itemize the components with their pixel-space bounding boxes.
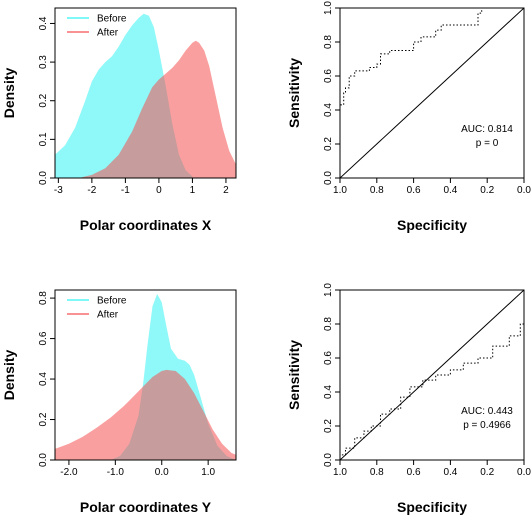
x-tick-label: -2.0 [60,467,78,478]
x-tick-label: 1.0 [333,467,347,478]
plot-area [340,8,524,178]
y-axis-label: Sensitivity [286,58,302,128]
chart-panel-2: 1.0 0.8 0.6 0.4 0.2 0.0 0.0 0.2 0.4 0.6 0.8 1.0 Spec… [286,1,531,233]
x-tick-label: 0.0 [517,467,531,478]
x-tick-label: 0.6 [407,467,421,478]
y-tick-label: 0.6 [323,69,334,83]
auc-annotation: AUC: 0.443 p = 0.4966 [461,406,513,431]
y-tick-label: 0.6 [323,351,334,365]
x-axis-label: Polar coordinates Y [80,499,212,515]
y-tick-label: 0.4 [38,16,49,30]
x-tick-label: 0.0 [155,467,169,478]
legend-label-after: After [97,310,119,321]
y-tick-label: 0.1 [38,132,49,146]
plot-area [340,290,524,460]
chart-panel-3: -2.0 -1.0 0.0 1.0 0.0 0.2 0.4 0.6 0.8 Polar coord… [1,289,237,515]
y-tick-label: 0.2 [38,93,49,107]
y-tick-label: 0.0 [323,171,334,185]
y-axis-label: Density [1,68,17,119]
legend-label-before: Before [97,296,127,307]
x-tick-label: -2 [87,185,96,196]
x-axis-label: Specificity [397,499,467,515]
y-tick-label: 0.0 [38,453,49,467]
x-tick-label: 0.6 [407,185,421,196]
y-axis-label: Density [1,350,17,401]
y-tick-label: 0.2 [323,419,334,433]
y-tick-label: 0.0 [323,453,334,467]
reference-diagonal [340,290,524,460]
x-tick-label: 0.8 [370,185,384,196]
plot-frame [54,7,237,179]
y-tick-label: 0.4 [323,103,334,117]
x-tick-label: 0.2 [480,185,494,196]
x-tick-label: -3 [54,185,63,196]
legend-label-after: After [97,28,119,39]
y-tick-label: 0.0 [38,171,49,185]
x-tick-label: 2 [223,185,229,196]
chart-panel-1: -3 -2 -1 0 1 2 0.0 0.1 0.2 0.3 0.4 Polar coordinate… [1,7,237,233]
x-tick-label: 0.0 [517,185,531,196]
x-tick-label: 0.8 [370,467,384,478]
y-tick-label: 0.2 [38,412,49,426]
x-tick-label: 0.4 [443,185,457,196]
y-tick-label: 1.0 [323,1,334,15]
y-tick-label: 0.6 [38,331,49,345]
reference-diagonal [340,8,524,178]
density-area-after [55,369,236,460]
plot-area [55,294,236,460]
x-tick-label: 1 [190,185,196,196]
chart-panel-4: 1.0 0.8 0.6 0.4 0.2 0.0 0.0 0.2 0.4 0.6 0.8 1.0 Spec… [286,283,531,515]
p-value: p = 0.4966 [463,420,511,431]
legend-label-before: Before [97,14,127,25]
y-tick-label: 0.8 [323,35,334,49]
auc-value: AUC: 0.814 [461,124,513,135]
y-tick-label: 0.8 [38,291,49,305]
auc-value: AUC: 0.443 [461,406,513,417]
x-tick-label: 0.4 [443,467,457,478]
plot-area [55,13,236,178]
p-value: p = 0 [476,138,499,149]
plot-frame [339,7,525,179]
y-tick-label: 0.2 [323,137,334,151]
roc-curve [340,8,524,178]
legend: Before After [67,296,127,321]
plot-frame [339,289,525,461]
y-tick-label: 0.3 [38,55,49,69]
x-tick-label: 0.2 [480,467,494,478]
x-tick-label: 0 [156,185,162,196]
plot-frame [54,289,237,461]
x-axis-label: Specificity [397,217,467,233]
y-tick-label: 1.0 [323,283,334,297]
density-area-after [81,40,236,178]
x-axis-label: Polar coordinates X [80,217,212,233]
x-tick-label: -1 [121,185,130,196]
x-tick-label: 1.0 [333,185,347,196]
legend: Before After [67,14,127,39]
x-tick-label: 1.0 [201,467,215,478]
auc-annotation: AUC: 0.814 p = 0 [461,124,513,149]
y-tick-label: 0.4 [323,385,334,399]
y-tick-label: 0.8 [323,317,334,331]
y-tick-label: 0.4 [38,372,49,386]
y-axis-label: Sensitivity [286,340,302,410]
x-tick-label: -1.0 [107,467,125,478]
